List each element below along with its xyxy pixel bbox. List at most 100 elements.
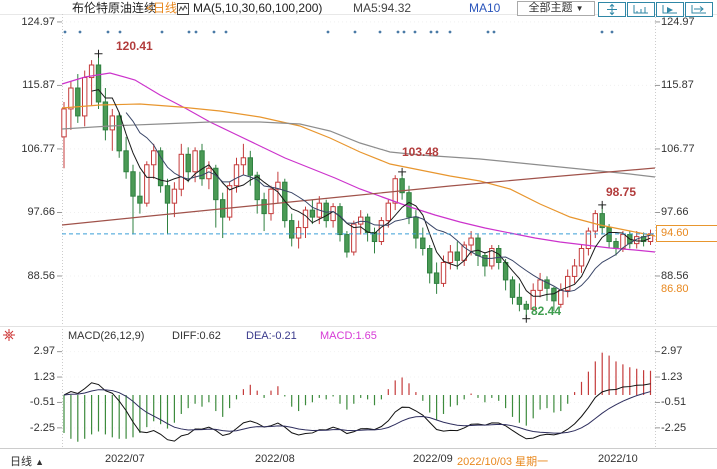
axis-scale-icon[interactable] bbox=[627, 2, 655, 17]
candle-body bbox=[261, 199, 267, 215]
candle-body bbox=[378, 220, 385, 243]
candle-body bbox=[109, 115, 115, 131]
candle-body bbox=[116, 115, 122, 152]
price-axis-label: 97.66 bbox=[27, 206, 55, 218]
high-annotation: 120.41 bbox=[116, 39, 153, 53]
candle-body bbox=[130, 171, 136, 197]
candle-body bbox=[523, 303, 529, 310]
chevron-down-icon: ▼ bbox=[575, 4, 584, 13]
playback-icon[interactable] bbox=[656, 2, 684, 17]
macd-panel bbox=[63, 352, 652, 442]
ma10-value: MA10 bbox=[469, 1, 501, 15]
price-axis-label: 88.56 bbox=[27, 270, 55, 282]
candle-body bbox=[123, 150, 129, 173]
candle-body bbox=[275, 181, 281, 190]
candle-body bbox=[516, 296, 523, 305]
macd-axis-label: 2.97 bbox=[33, 345, 55, 357]
price-axis-label: 124.97 bbox=[661, 16, 695, 28]
candle-body bbox=[585, 230, 592, 250]
x-tick-label: 2022/08 bbox=[255, 453, 295, 465]
candle-body bbox=[102, 101, 109, 131]
candle-body bbox=[178, 153, 185, 190]
candle-body bbox=[606, 227, 612, 243]
price-axis-label: 106.77 bbox=[661, 143, 695, 155]
candle-body bbox=[226, 185, 233, 218]
candle-body bbox=[613, 241, 619, 250]
macd-axis-label: 2.97 bbox=[661, 345, 683, 357]
high-annotation: 103.48 bbox=[402, 145, 439, 159]
candle-body bbox=[82, 77, 88, 117]
indicator-settings-icon[interactable] bbox=[3, 328, 15, 346]
candle-body bbox=[454, 251, 461, 261]
candle-body bbox=[68, 87, 74, 110]
macd-params[interactable]: MACD(26,12,9) bbox=[68, 330, 145, 342]
price-axis-label: 124.97 bbox=[21, 16, 55, 28]
ma100-line bbox=[61, 103, 656, 237]
candle-body bbox=[157, 150, 164, 187]
candle-body bbox=[371, 231, 378, 243]
candle-body bbox=[164, 185, 171, 204]
ma200-line bbox=[61, 121, 656, 178]
ma10-line bbox=[125, 112, 651, 293]
candle-body bbox=[137, 195, 143, 204]
candle-body bbox=[247, 157, 254, 176]
candle-body bbox=[413, 216, 419, 239]
candle-body bbox=[406, 192, 412, 218]
x-tick-label: 2022/09 bbox=[413, 453, 453, 465]
candle-body bbox=[578, 248, 585, 267]
candle-body bbox=[427, 248, 433, 274]
candle-body bbox=[509, 279, 516, 298]
overlay-indicator-icon[interactable] bbox=[177, 2, 189, 20]
candle-body bbox=[489, 248, 495, 267]
candle-body bbox=[530, 289, 536, 310]
candle-body bbox=[433, 272, 440, 284]
macd-axis-label: -0.51 bbox=[29, 396, 55, 408]
candle-body bbox=[151, 150, 157, 166]
candle-body bbox=[475, 237, 481, 256]
theme-select[interactable]: 全部主题 ▼ bbox=[517, 1, 595, 16]
candle-body bbox=[599, 213, 605, 229]
candle-body bbox=[309, 209, 316, 218]
candle-body bbox=[240, 157, 247, 166]
price-axis-label: 97.66 bbox=[661, 206, 689, 218]
period-selector[interactable]: 日线 ▲ bbox=[10, 453, 44, 469]
candle-body bbox=[468, 237, 474, 246]
chart-frame bbox=[0, 14, 717, 449]
candle-body bbox=[192, 150, 198, 173]
candle-body bbox=[95, 64, 102, 103]
candle-body bbox=[344, 234, 350, 253]
candle-body bbox=[351, 223, 357, 253]
candle-body bbox=[330, 206, 336, 222]
page-forward-icon[interactable] bbox=[685, 2, 713, 17]
ma-settings-label[interactable]: MA(5,10,30,60,100,200) bbox=[193, 1, 323, 15]
period-selector-label: 日线 bbox=[10, 456, 32, 468]
candle-body bbox=[399, 178, 405, 194]
candle-body bbox=[268, 188, 274, 215]
candle-body bbox=[496, 248, 502, 263]
candle-body bbox=[420, 237, 426, 250]
candle-body bbox=[337, 206, 343, 236]
candles bbox=[61, 53, 654, 319]
crosshair-icon[interactable] bbox=[598, 2, 626, 17]
x-tick-label: 2022/07 bbox=[105, 453, 145, 465]
macd-diff-value: DIFF:0.62 bbox=[172, 330, 221, 342]
candle-body bbox=[144, 164, 150, 204]
candle-body bbox=[592, 213, 598, 232]
ma30-line bbox=[61, 72, 656, 253]
dea-line bbox=[63, 389, 651, 434]
candle-body bbox=[537, 279, 543, 291]
price-axis-label: 115.87 bbox=[22, 79, 55, 91]
candle-body bbox=[88, 64, 95, 79]
event-marker-dots bbox=[63, 30, 614, 34]
candle-body bbox=[571, 265, 578, 277]
candle-body bbox=[206, 167, 212, 180]
macd-axis-label: -0.51 bbox=[661, 396, 687, 408]
period-tag[interactable]: <日线> bbox=[146, 1, 185, 15]
candle-body bbox=[199, 150, 205, 180]
diff-line bbox=[63, 382, 651, 442]
gridlines bbox=[57, 21, 660, 429]
candle-body bbox=[75, 87, 81, 117]
candle-body bbox=[551, 287, 557, 302]
candle-body bbox=[233, 164, 240, 187]
